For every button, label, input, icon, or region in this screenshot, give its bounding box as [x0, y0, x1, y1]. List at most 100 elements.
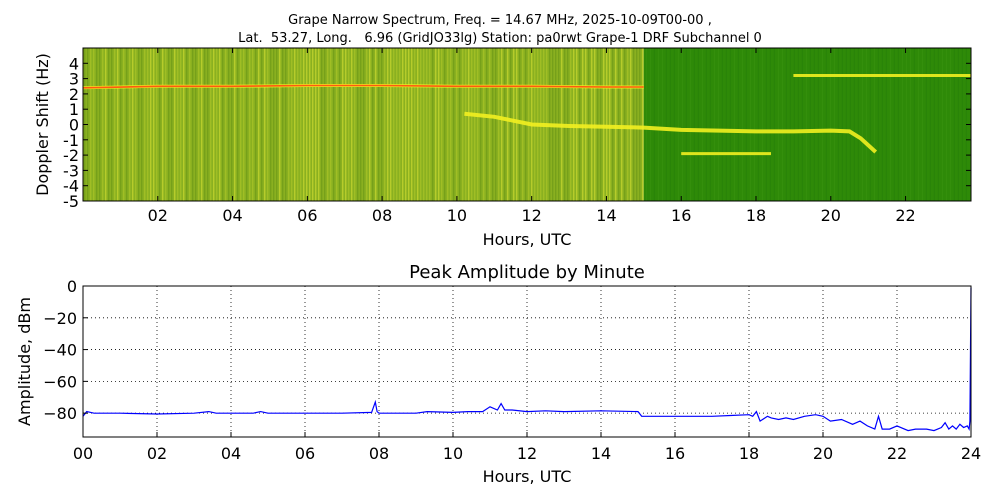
noise-stripe	[507, 48, 509, 201]
y-tick-label: -5	[63, 192, 79, 211]
noise-stripe	[845, 48, 847, 201]
noise-stripe	[243, 48, 245, 201]
noise-stripe	[785, 48, 787, 201]
noise-stripe	[375, 48, 377, 201]
noise-stripe	[426, 48, 428, 201]
y-tick-label: 0	[69, 116, 79, 135]
x-tick-label: 08	[369, 444, 389, 463]
noise-stripe	[156, 48, 158, 201]
noise-stripe	[177, 48, 179, 201]
noise-stripe	[510, 48, 512, 201]
noise-stripe	[769, 48, 771, 201]
noise-stripe	[234, 48, 236, 201]
noise-stripe	[420, 48, 422, 201]
noise-stripe	[492, 48, 494, 201]
noise-stripe	[120, 48, 122, 201]
noise-stripe	[873, 48, 875, 201]
noise-stripe	[150, 48, 152, 201]
noise-stripe	[342, 48, 344, 201]
noise-stripe	[435, 48, 437, 201]
noise-stripe	[729, 48, 731, 201]
amplitude-series-line	[82, 287, 972, 432]
noise-stripe	[330, 48, 332, 201]
noise-stripe	[717, 48, 719, 201]
noise-stripe	[849, 48, 851, 201]
noise-stripe	[354, 48, 356, 201]
noise-stripe	[753, 48, 755, 201]
noise-stripe	[709, 48, 711, 201]
noise-stripe	[249, 48, 251, 201]
noise-stripe	[689, 48, 691, 201]
noise-stripe	[228, 48, 230, 201]
noise-stripe	[141, 48, 143, 201]
x-tick-label: 04	[222, 206, 242, 225]
noise-stripe	[809, 48, 811, 201]
noise-stripe	[471, 48, 473, 201]
noise-stripe	[489, 48, 491, 201]
noise-stripe	[366, 48, 368, 201]
spectrogram-x-ticks: 02 04 06 08 10 12 14 16 18 20 22	[148, 48, 916, 225]
noise-stripe	[159, 48, 161, 201]
doppler-trace	[464, 111, 878, 154]
noise-stripe	[498, 48, 500, 201]
noise-stripe	[929, 48, 931, 201]
noise-stripe	[423, 48, 425, 201]
noise-stripe	[213, 48, 215, 201]
noise-stripe	[925, 48, 927, 201]
x-tick-label: 08	[372, 206, 392, 225]
noise-stripe	[402, 48, 404, 201]
noise-stripe	[913, 48, 915, 201]
noise-stripe	[324, 48, 326, 201]
noise-stripe	[414, 48, 416, 201]
noise-stripe	[633, 48, 635, 201]
noise-stripe	[408, 48, 410, 201]
noise-stripe	[474, 48, 476, 201]
noise-stripe	[96, 48, 98, 201]
noise-stripe	[603, 48, 605, 201]
noise-stripe	[93, 48, 95, 201]
x-tick-label: 02	[147, 444, 167, 463]
noise-stripe	[869, 48, 871, 201]
noise-stripe	[721, 48, 723, 201]
noise-stripe	[252, 48, 254, 201]
noise-stripe	[697, 48, 699, 201]
noise-stripe	[865, 48, 867, 201]
noise-stripe	[429, 48, 431, 201]
y-tick-label: −20	[43, 309, 77, 328]
noise-stripe	[399, 48, 401, 201]
doppler-trace-core	[82, 84, 644, 89]
y-tick-label: 0	[67, 277, 77, 296]
figure-title-line-1: Grape Narrow Spectrum, Freq. = 14.67 MHz…	[288, 13, 712, 28]
noise-stripe	[636, 48, 638, 201]
noise-stripe	[186, 48, 188, 201]
noise-stripe	[180, 48, 182, 201]
noise-stripe	[833, 48, 835, 201]
noise-stripe	[336, 48, 338, 201]
noise-stripe	[351, 48, 353, 201]
x-tick-label: 10	[447, 206, 467, 225]
noise-stripe	[276, 48, 278, 201]
noise-stripe	[681, 48, 683, 201]
noise-stripe	[941, 48, 943, 201]
noise-stripe	[486, 48, 488, 201]
noise-stripe	[411, 48, 413, 201]
noise-stripe	[885, 48, 887, 201]
noise-stripe	[665, 48, 667, 201]
noise-stripe	[705, 48, 707, 201]
y-tick-label: 2	[69, 85, 79, 104]
x-tick-label: 10	[443, 444, 463, 463]
noise-stripe	[258, 48, 260, 201]
noise-stripe	[901, 48, 903, 201]
noise-stripe	[369, 48, 371, 201]
noise-stripe	[817, 48, 819, 201]
noise-stripe	[138, 48, 140, 201]
noise-stripe	[393, 48, 395, 201]
noise-stripe	[453, 48, 455, 201]
noise-stripe	[909, 48, 911, 201]
noise-stripe	[441, 48, 443, 201]
y-tick-label: -3	[63, 161, 79, 180]
noise-stripe	[117, 48, 119, 201]
x-tick-label: 16	[671, 206, 691, 225]
noise-stripe	[270, 48, 272, 201]
